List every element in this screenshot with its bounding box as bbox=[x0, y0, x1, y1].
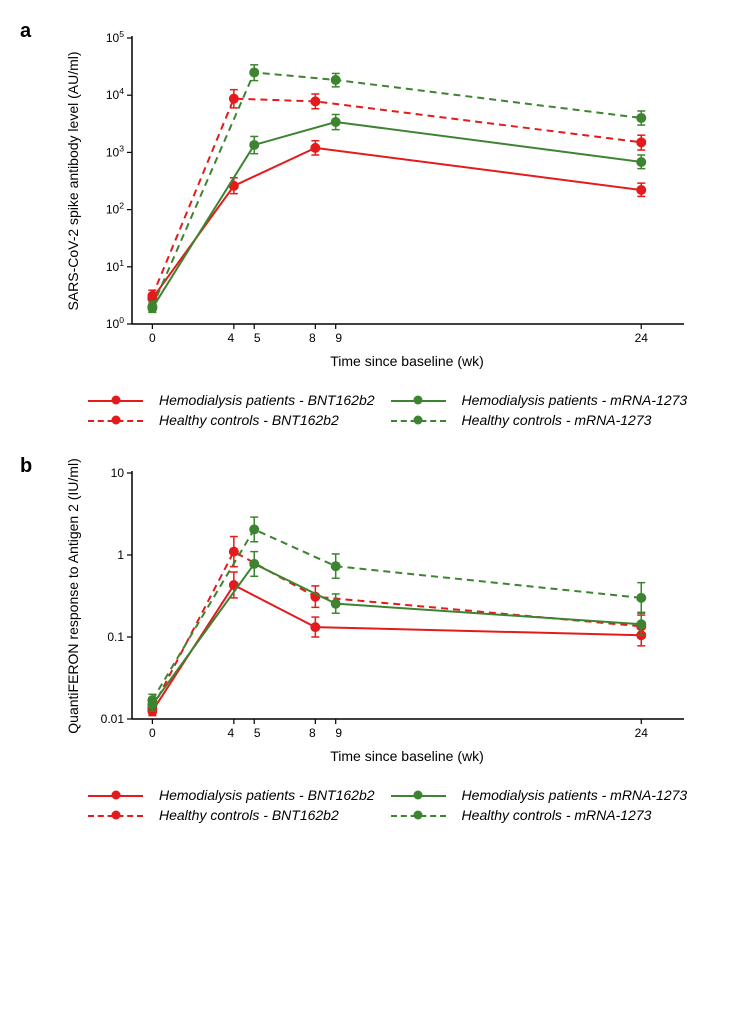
legend-swatch bbox=[391, 789, 446, 801]
legend-label: Hemodialysis patients - mRNA-1273 bbox=[454, 785, 696, 805]
panel-b-label: b bbox=[20, 455, 32, 478]
panel-b: b 0.01 0.1 1 10 0 4 5 8 9 24 Time since baseline (… bbox=[20, 455, 727, 775]
svg-text:8: 8 bbox=[309, 331, 316, 345]
svg-text:9: 9 bbox=[335, 726, 342, 740]
legend-label: Hemodialysis patients - BNT162b2 bbox=[151, 390, 383, 410]
svg-text:101: 101 bbox=[106, 258, 124, 274]
legend-swatch bbox=[88, 809, 143, 821]
svg-text:24: 24 bbox=[635, 331, 649, 345]
legend-b: Hemodialysis patients - BNT162b2 Hemodial… bbox=[80, 785, 727, 825]
svg-text:4: 4 bbox=[228, 331, 235, 345]
svg-text:104: 104 bbox=[106, 86, 124, 102]
legend-label: Hemodialysis patients - mRNA-1273 bbox=[454, 390, 696, 410]
legend-swatch bbox=[88, 394, 143, 406]
svg-text:0.01: 0.01 bbox=[101, 712, 125, 726]
svg-text:24: 24 bbox=[635, 726, 649, 740]
svg-text:10: 10 bbox=[111, 466, 125, 480]
legend-label: Healthy controls - BNT162b2 bbox=[151, 805, 383, 825]
legend-label: Healthy controls - BNT162b2 bbox=[151, 410, 383, 430]
svg-text:0: 0 bbox=[149, 331, 156, 345]
chart-b-svg: 0.01 0.1 1 10 0 4 5 8 9 24 Time since baseline (wk… bbox=[60, 455, 700, 775]
panel-a: a 100 101 102 103 104 105 0 4 5 8 9 24 Time since ba… bbox=[20, 20, 727, 380]
svg-text:4: 4 bbox=[228, 726, 235, 740]
legend-label: Healthy controls - mRNA-1273 bbox=[454, 805, 696, 825]
svg-text:105: 105 bbox=[106, 29, 124, 45]
legend-label: Hemodialysis patients - BNT162b2 bbox=[151, 785, 383, 805]
legend-a: Hemodialysis patients - BNT162b2 Hemodial… bbox=[80, 390, 727, 430]
svg-text:Time since baseline (wk): Time since baseline (wk) bbox=[330, 353, 484, 369]
legend-swatch bbox=[88, 789, 143, 801]
svg-text:QuantiFERON response to Antige: QuantiFERON response to Antigen 2 (IU/ml… bbox=[65, 458, 81, 733]
svg-text:Time since baseline (wk): Time since baseline (wk) bbox=[330, 748, 484, 764]
svg-text:0.1: 0.1 bbox=[107, 630, 124, 644]
legend-swatch bbox=[391, 809, 446, 821]
svg-text:8: 8 bbox=[309, 726, 316, 740]
svg-text:100: 100 bbox=[106, 315, 124, 331]
svg-text:102: 102 bbox=[106, 201, 124, 217]
legend-label: Healthy controls - mRNA-1273 bbox=[454, 410, 696, 430]
chart-a-svg: 100 101 102 103 104 105 0 4 5 8 9 24 Time since base… bbox=[60, 20, 700, 380]
svg-text:0: 0 bbox=[149, 726, 156, 740]
legend-swatch bbox=[391, 394, 446, 406]
svg-text:SARS-CoV-2 spike antibody leve: SARS-CoV-2 spike antibody level (AU/ml) bbox=[65, 51, 81, 310]
panel-a-label: a bbox=[20, 20, 31, 43]
svg-text:5: 5 bbox=[254, 726, 261, 740]
svg-text:1: 1 bbox=[117, 548, 124, 562]
svg-text:9: 9 bbox=[335, 331, 342, 345]
svg-text:103: 103 bbox=[106, 143, 124, 159]
figure: a 1001011021031041050458924Time since ba… bbox=[20, 20, 727, 825]
svg-text:5: 5 bbox=[254, 331, 261, 345]
legend-swatch bbox=[88, 414, 143, 426]
legend-swatch bbox=[391, 414, 446, 426]
